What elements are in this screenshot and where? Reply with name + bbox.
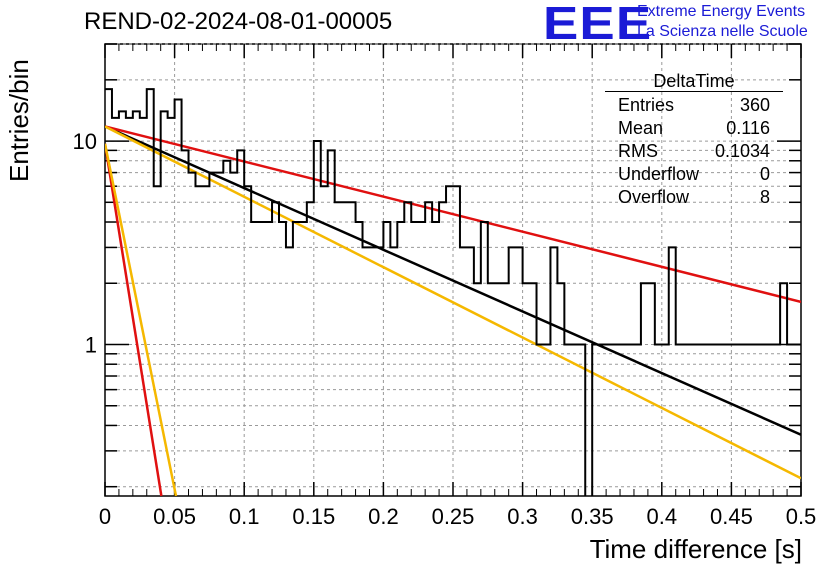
y-tick-label: 10 xyxy=(73,129,97,154)
stats-row: Overflow 8 xyxy=(611,186,777,209)
fit-lines xyxy=(105,125,801,496)
y-axis-label: Entries/bin xyxy=(4,59,34,182)
org-name-line2: La Scienza nelle Scuole xyxy=(637,23,808,40)
fit-line xyxy=(105,143,178,496)
x-tick-label: 0.35 xyxy=(571,504,614,529)
org-name-line1: Extreme Energy Events xyxy=(637,3,806,20)
eee-logo: EEE xyxy=(543,0,653,49)
x-tick-label: 0.2 xyxy=(368,504,399,529)
x-tick-label: 0 xyxy=(99,504,111,529)
x-tick-label: 0.5 xyxy=(786,504,817,529)
x-tick-label: 0.1 xyxy=(229,504,260,529)
stats-label: Entries xyxy=(618,95,675,115)
stats-value: 0.1034 xyxy=(714,141,770,161)
stats-box: DeltaTime Entries 360 Mean 0.116 RMS 0.1… xyxy=(605,72,783,209)
x-tick-label: 0.3 xyxy=(507,504,538,529)
x-axis-label: Time difference [s] xyxy=(589,534,802,564)
chart-title: REND-02-2024-08-01-00005 xyxy=(84,8,393,35)
stats-value: 0 xyxy=(759,164,770,184)
fit-line xyxy=(105,125,801,436)
fit-line xyxy=(105,125,801,304)
stats-row: RMS 0.1034 xyxy=(611,140,777,163)
x-tick-label: 0.4 xyxy=(647,504,678,529)
stats-row: Entries 360 xyxy=(611,94,777,117)
fit-line xyxy=(105,125,801,480)
x-tick-label: 0.15 xyxy=(292,504,335,529)
x-tick-labels: 0 0.05 0.1 0.15 0.2 0.25 0.3 0.35 0.4 0.45 0.5 xyxy=(99,504,816,529)
stats-row: Underflow 0 xyxy=(611,163,777,186)
x-tick-label: 0.45 xyxy=(710,504,753,529)
x-tick-label: 0.25 xyxy=(432,504,475,529)
histogram-series xyxy=(105,88,801,496)
fit-line xyxy=(105,143,163,496)
stats-label: RMS xyxy=(618,141,658,161)
stats-value: 8 xyxy=(759,187,770,207)
x-tick-label: 0.05 xyxy=(153,504,196,529)
stats-title: DeltaTime xyxy=(605,72,783,92)
stats-label: Underflow xyxy=(618,164,700,184)
y-tick-label: 1 xyxy=(85,332,97,357)
stats-row: Mean 0.116 xyxy=(611,117,777,140)
stats-label: Overflow xyxy=(618,187,690,207)
y-tick-labels: 1 10 xyxy=(73,129,97,357)
stats-value: 360 xyxy=(739,95,770,115)
stats-value: 0.116 xyxy=(726,118,770,138)
stats-label: Mean xyxy=(618,118,664,138)
